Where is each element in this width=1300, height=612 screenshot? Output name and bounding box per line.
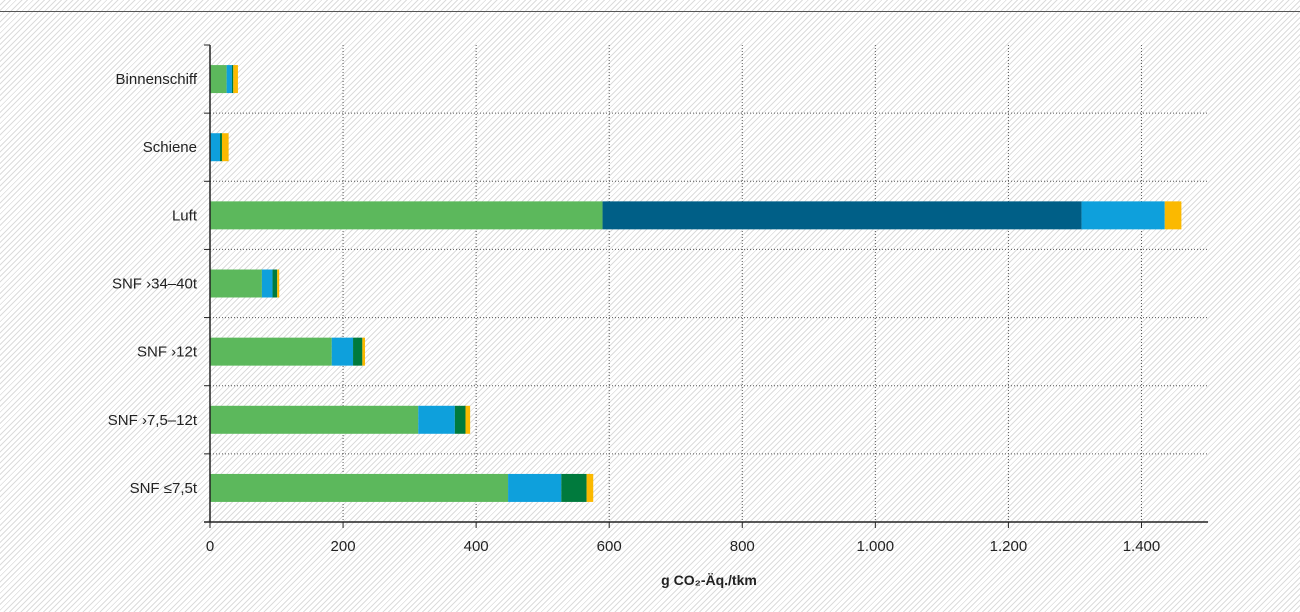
bar-segment xyxy=(221,133,229,162)
category-label: SNF ›34–40t xyxy=(112,276,198,293)
bar-segment xyxy=(418,405,455,434)
bar-segment xyxy=(1164,201,1182,230)
x-tick-label: 1.400 xyxy=(1123,538,1161,555)
bar-segment xyxy=(277,269,280,298)
x-tick-label: 400 xyxy=(464,538,489,555)
bar-segment xyxy=(210,201,603,230)
x-tick-label: 1.000 xyxy=(857,538,895,555)
category-label: SNF ›7,5–12t xyxy=(108,412,198,429)
bar-segment xyxy=(561,473,587,502)
bar-segment xyxy=(210,337,332,366)
category-label: Binnenschiff xyxy=(116,71,198,88)
bar-segment xyxy=(226,65,232,94)
category-label: Luft xyxy=(172,207,198,224)
top-rule xyxy=(0,11,1300,12)
bar-segment xyxy=(210,269,262,298)
x-tick-label: 0 xyxy=(206,538,214,555)
bar-segment xyxy=(210,473,509,502)
bar-segment xyxy=(210,65,227,94)
category-label: Schiene xyxy=(143,139,197,156)
bar-segment xyxy=(210,405,419,434)
x-tick-label: 600 xyxy=(597,538,622,555)
bar-segment xyxy=(219,133,222,162)
bar-segment xyxy=(353,337,363,366)
x-tick-label: 200 xyxy=(331,538,356,555)
bar-segment xyxy=(210,133,220,162)
bar-segment xyxy=(454,405,466,434)
bar-segment xyxy=(465,405,471,434)
x-tick-label: 800 xyxy=(730,538,755,555)
category-label: SNF ›12t xyxy=(137,344,198,361)
bar-segment xyxy=(602,201,1082,230)
bar-segment xyxy=(586,473,594,502)
bar-segment xyxy=(362,337,366,366)
bar-segment xyxy=(508,473,562,502)
category-label: SNF ≤7,5t xyxy=(130,480,198,497)
bar-segment xyxy=(231,65,234,94)
bar-segment xyxy=(331,337,354,366)
bar-segment xyxy=(261,269,273,298)
bar-segment xyxy=(1081,201,1165,230)
bar-segment xyxy=(233,65,238,94)
bar-segment xyxy=(272,269,278,298)
x-axis-title: g CO₂-Äq./tkm xyxy=(661,572,757,588)
x-tick-label: 1.200 xyxy=(990,538,1028,555)
